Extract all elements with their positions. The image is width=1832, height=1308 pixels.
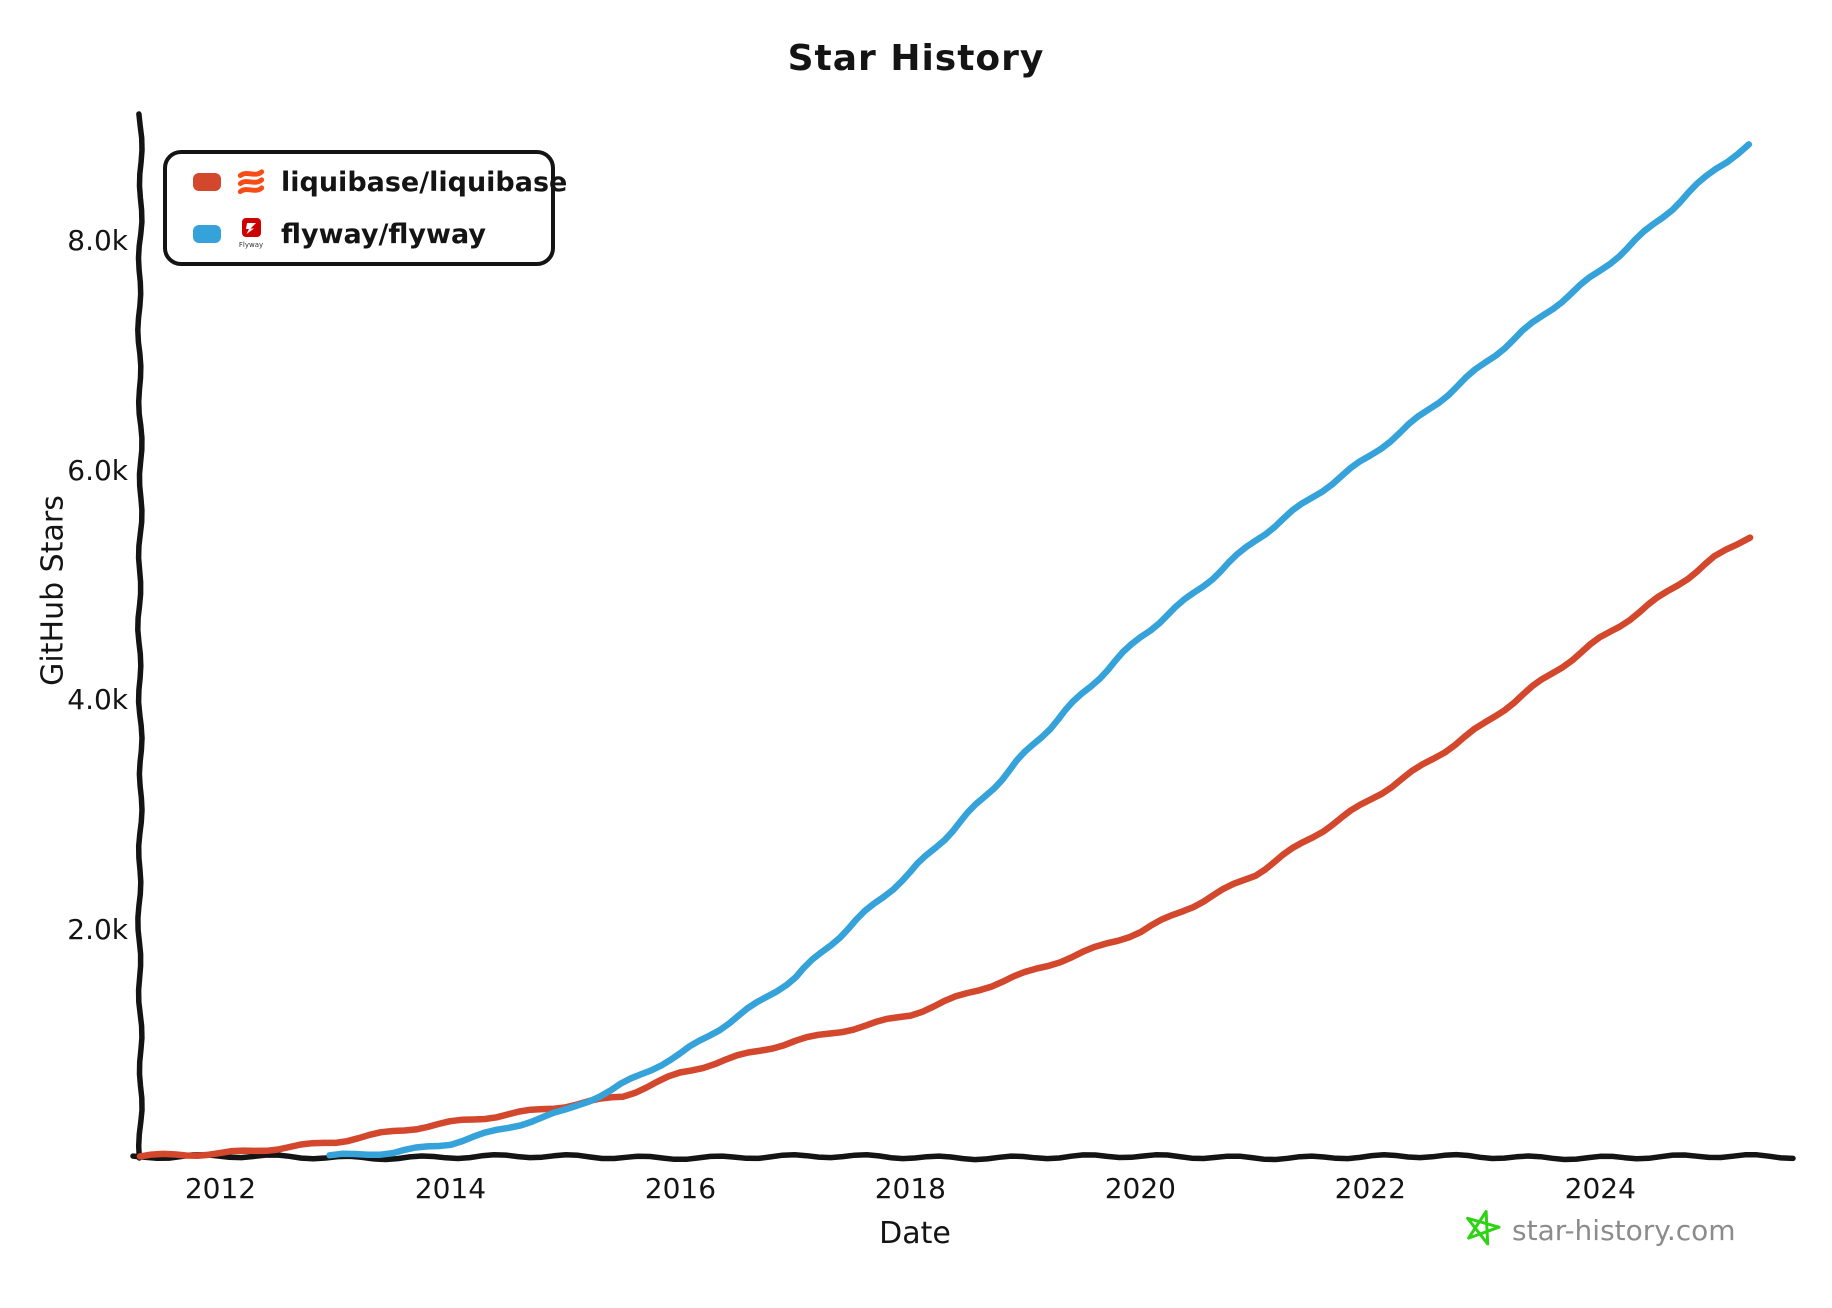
liquibase-series-line [136,534,1754,1160]
footer-brand-link[interactable]: star-history.com [1512,1213,1736,1247]
x-tick-label-2012: 2012 [184,1172,257,1205]
x-tick-label-2016: 2016 [644,1172,717,1205]
flyway-series-line [326,141,1753,1159]
chart-legend: liquibase/liquibase Flyway flyway/flyway [163,150,567,266]
y-tick-label-4k: 4.0k [67,683,128,717]
flyway-color-swatch [193,225,221,243]
y-axis-line [135,111,145,1161]
legend-label-flyway: flyway/flyway [281,218,486,250]
x-tick-label-2020: 2020 [1104,1172,1176,1205]
flyway-logo-icon: Flyway [235,217,267,251]
x-tick-label-2018: 2018 [874,1172,946,1205]
footer-branding[interactable]: star-history.com [1462,1208,1736,1252]
y-axis-title: GitHub Stars [35,495,71,686]
page-title: Star History [787,38,1045,79]
liquibase-coil-icon [235,165,267,199]
svg-text:Flyway: Flyway [239,241,263,249]
x-tick-label-2014: 2014 [414,1172,487,1205]
legend-label-liquibase: liquibase/liquibase [281,166,568,198]
x-tick-label-2024: 2024 [1564,1172,1636,1205]
y-tick-label-2k: 2.0k [67,912,128,946]
legend-item-liquibase: liquibase/liquibase [193,161,567,203]
liquibase-color-swatch [193,173,221,191]
x-axis-line [130,1151,1796,1163]
y-tick-label-8k: 8.0k [67,224,128,258]
x-tick-label-2022: 2022 [1334,1172,1406,1205]
legend-item-flyway: Flyway flyway/flyway [193,213,551,255]
green-star-icon [1462,1208,1502,1252]
y-tick-label-6k: 6.0k [67,453,128,487]
x-axis-title: Date [879,1216,951,1251]
